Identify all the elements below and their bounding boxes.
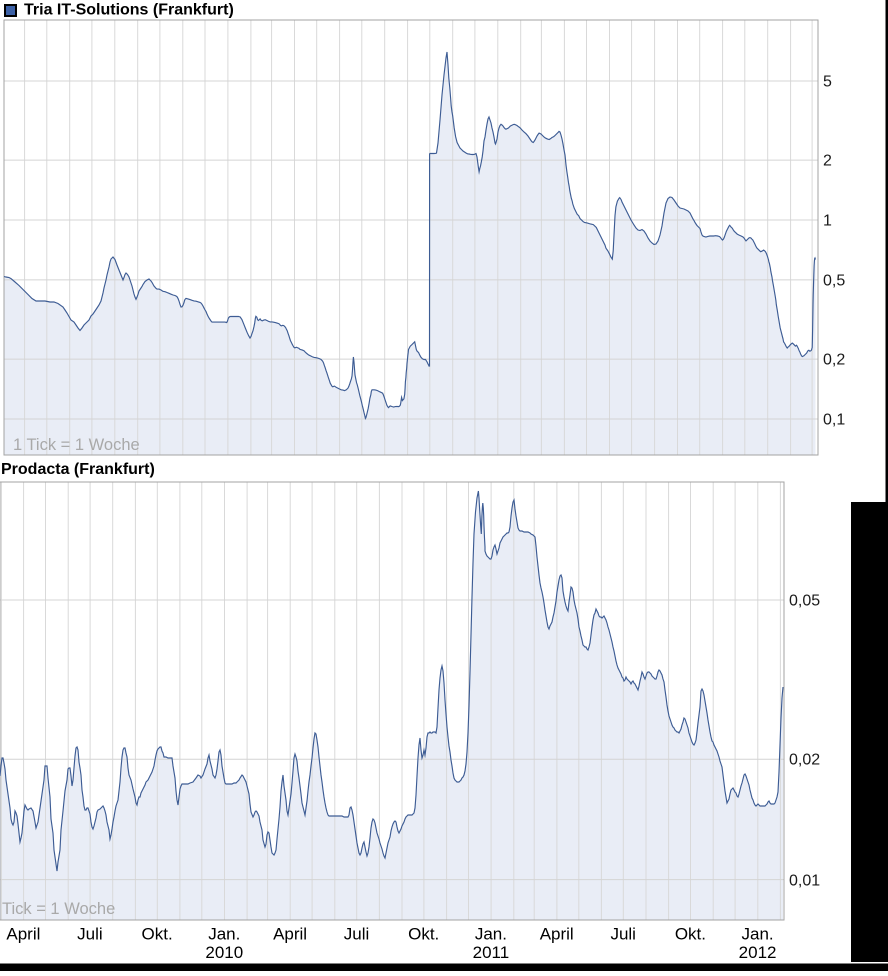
svg-text:Okt.: Okt.: [675, 925, 706, 944]
svg-text:2011: 2011: [473, 943, 510, 962]
svg-text:2010: 2010: [205, 943, 243, 962]
svg-text:0,2: 0,2: [823, 352, 845, 369]
svg-text:2: 2: [823, 153, 832, 170]
svg-text:0,02: 0,02: [789, 752, 820, 769]
svg-text:0,1: 0,1: [823, 412, 845, 429]
svg-text:0,5: 0,5: [823, 273, 845, 290]
svg-text:0,01: 0,01: [789, 873, 820, 890]
svg-text:Prodacta (Frankfurt): Prodacta (Frankfurt): [1, 461, 155, 478]
svg-text:1: 1: [823, 213, 832, 230]
svg-text:April: April: [540, 925, 574, 944]
svg-text:1 Tick = 1 Woche: 1 Tick = 1 Woche: [13, 436, 140, 454]
svg-text:Tria IT-Solutions (Frankfurt): Tria IT-Solutions (Frankfurt): [24, 2, 234, 19]
svg-text:Tick = 1 Woche: Tick = 1 Woche: [2, 900, 115, 918]
svg-text:Juli: Juli: [77, 925, 103, 944]
svg-text:Jan.: Jan.: [742, 925, 774, 944]
svg-text:Jan.: Jan.: [208, 925, 240, 944]
svg-text:Okt.: Okt.: [408, 925, 439, 944]
svg-text:April: April: [273, 925, 307, 944]
svg-text:Juli: Juli: [610, 925, 636, 944]
svg-text:5: 5: [823, 74, 832, 91]
svg-text:2012: 2012: [739, 943, 777, 962]
svg-text:Okt.: Okt.: [142, 925, 173, 944]
svg-text:0,05: 0,05: [789, 593, 820, 610]
svg-text:Juli: Juli: [344, 925, 370, 944]
svg-text:April: April: [6, 925, 40, 944]
svg-text:Jan.: Jan.: [475, 925, 507, 944]
